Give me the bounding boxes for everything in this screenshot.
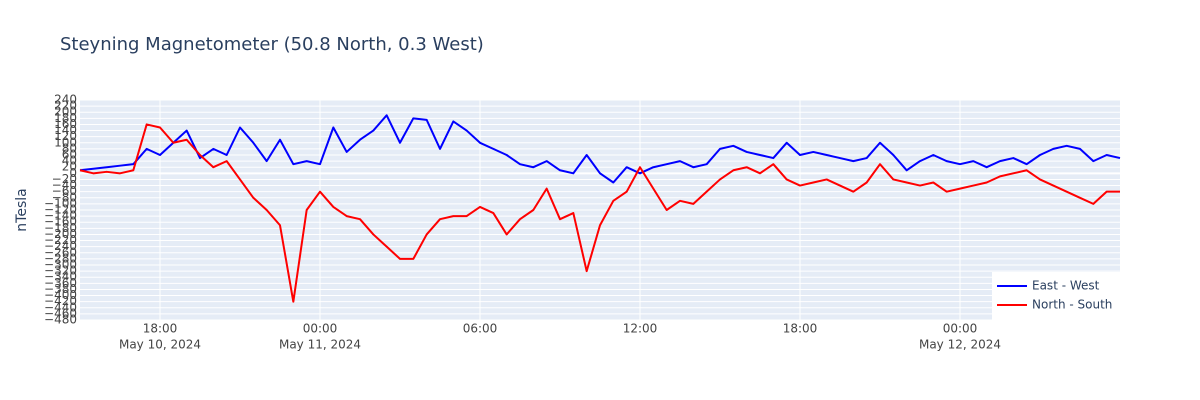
y-tick-label: 160 <box>54 117 77 131</box>
x-tick-label: 18:00 <box>143 322 178 336</box>
y-tick-label: 120 <box>54 129 77 143</box>
x-tick-label: 18:00 <box>783 322 818 336</box>
x-tick-label: 00:00 <box>943 322 978 336</box>
legend-item[interactable]: North - South <box>997 298 1112 312</box>
y-tick-label: 60 <box>62 148 77 162</box>
y-tick-label: −300 <box>44 258 77 272</box>
y-tick-label: −240 <box>44 239 77 253</box>
y-tick-label: −180 <box>44 221 77 235</box>
y-tick-label: −440 <box>44 300 77 314</box>
y-tick-label: 240 <box>54 93 77 107</box>
y-tick-label: 100 <box>54 135 77 149</box>
series-line <box>79 114 1121 184</box>
x-date-label: May 11, 2024 <box>279 338 361 352</box>
y-tick-label: −60 <box>52 184 77 198</box>
y-tick-label: −80 <box>52 190 77 204</box>
y-tick-label: −320 <box>44 264 77 278</box>
y-tick-label: −160 <box>44 215 77 229</box>
y-tick-label: −340 <box>44 270 77 284</box>
y-axis-label: nTesla <box>14 188 30 231</box>
y-tick-label: −220 <box>44 233 77 247</box>
lines <box>79 114 1121 303</box>
y-tick-label: 0 <box>69 166 77 180</box>
y-tick-label: −420 <box>44 294 77 308</box>
y-tick-label: 20 <box>62 160 77 174</box>
y-tick-label: −40 <box>52 178 77 192</box>
y-tick-label: −100 <box>44 196 77 210</box>
x-date-label: May 12, 2024 <box>919 338 1001 352</box>
x-tick-label: 00:00 <box>303 322 338 336</box>
y-tick-label: −200 <box>44 227 77 241</box>
y-tick-label: 80 <box>62 141 77 155</box>
y-tick-label: 140 <box>54 123 77 137</box>
y-tick-label: 200 <box>54 105 77 119</box>
y-tick-label: −460 <box>44 306 77 320</box>
legend-item[interactable]: East - West <box>997 279 1100 293</box>
y-tick-label: −120 <box>44 203 77 217</box>
y-tick-label: −400 <box>44 288 77 302</box>
legend-label[interactable]: East - West <box>1032 279 1100 293</box>
y-tick-label: 40 <box>62 154 77 168</box>
y-tick-label: −360 <box>44 276 77 290</box>
legend-label[interactable]: North - South <box>1032 298 1112 312</box>
y-tick-label: −380 <box>44 282 77 296</box>
x-date-label: May 10, 2024 <box>119 338 201 352</box>
x-tick-label: 06:00 <box>463 322 498 336</box>
y-tick-label: 180 <box>54 111 77 125</box>
y-tick-label: −20 <box>52 172 77 186</box>
x-tick-label: 12:00 <box>623 322 658 336</box>
legend-box <box>992 272 1120 320</box>
y-tick-label: 220 <box>54 99 77 113</box>
y-tick-label: −260 <box>44 245 77 259</box>
legend: East - West North - South <box>992 272 1120 320</box>
chart-title: Steyning Magnetometer (50.8 North, 0.3 W… <box>60 34 484 55</box>
labels: 240220200180160140120100806040200−20−40−… <box>44 93 1001 352</box>
series-line <box>79 123 1120 303</box>
y-tick-label: −480 <box>44 313 77 327</box>
y-tick-label: −140 <box>44 209 77 223</box>
y-tick-label: −280 <box>44 251 77 265</box>
